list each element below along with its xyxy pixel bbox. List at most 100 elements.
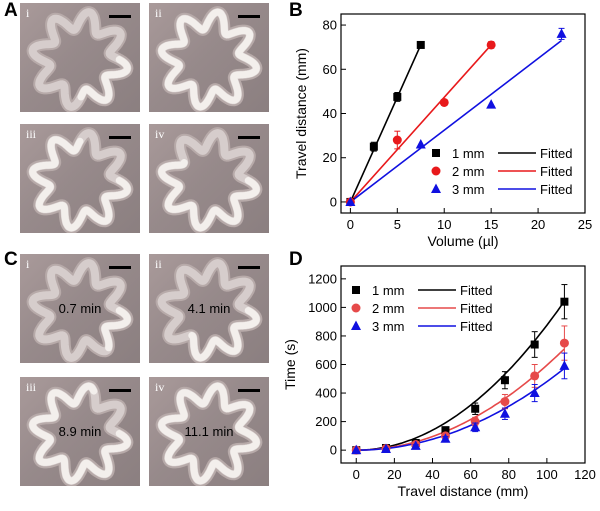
- y-tick-label: 1000: [308, 300, 337, 315]
- x-tick-label: 20: [531, 217, 545, 232]
- channel-liquid: [158, 382, 260, 485]
- legend-fit-label: Fitted: [540, 182, 573, 197]
- elapsed-time-label: 11.1 min: [184, 424, 234, 439]
- photo-sublabel: iv: [155, 127, 165, 141]
- fitted-line: [349, 44, 492, 203]
- chart-panel-d: 0 20 40 60 80 100 120020040060080010001200Trav…: [282, 265, 596, 499]
- panel-letter-c: C: [4, 249, 18, 270]
- data-point: [486, 40, 496, 50]
- x-tick-label: 15: [484, 217, 498, 232]
- y-tick-label: 20: [323, 150, 337, 165]
- data-point: [439, 97, 449, 107]
- scale-bar: [109, 389, 131, 392]
- channel-ring-icon: [155, 257, 263, 363]
- data-point: [369, 142, 378, 151]
- data-point: [529, 387, 540, 398]
- data-point: [560, 297, 569, 306]
- x-tick-label: 10: [437, 217, 451, 232]
- elapsed-time-label: 0.7 min: [58, 301, 102, 316]
- data-point: [559, 338, 569, 348]
- photo-c-ii: ii 4.1 min: [149, 254, 269, 363]
- y-axis-label: Travel distance (mm): [293, 48, 309, 179]
- legend-fit-label: Fitted: [460, 283, 493, 298]
- chart-panel-b: 0 5 10 15 20 25 0 20 40 60 80 Volume (µl) Travel dis…: [293, 13, 592, 249]
- scale-bar: [109, 15, 131, 18]
- channel-liquid: [158, 8, 260, 111]
- x-tick-label: 5: [394, 217, 401, 232]
- data-point: [415, 138, 426, 149]
- photo-c-iii: iii 8.9 min: [20, 377, 140, 486]
- y-tick-label: 800: [315, 328, 337, 343]
- legend-fit-label: Fitted: [460, 301, 493, 316]
- data-point: [351, 303, 361, 313]
- data-point: [470, 417, 480, 427]
- data-point: [470, 421, 481, 432]
- channel-liquid: [188, 307, 260, 362]
- channel-ring-icon: [155, 380, 263, 486]
- y-tick-label: 40: [323, 106, 337, 121]
- fitted-line: [349, 39, 563, 203]
- y-tick-label: 0: [330, 194, 337, 209]
- legend-series-label: 3 mm: [452, 182, 485, 197]
- channel-ring-icon: [26, 6, 134, 112]
- x-axis-label: Travel distance (mm): [398, 483, 529, 499]
- y-tick-label: 200: [315, 414, 337, 429]
- legend-fit-label: Fitted: [540, 164, 573, 179]
- data-point: [410, 440, 421, 450]
- photo-sublabel: iii: [26, 380, 37, 394]
- photo-sublabel: iii: [26, 127, 37, 141]
- data-point: [500, 397, 510, 407]
- photo-c-iv: iv 11.1 min: [149, 377, 269, 486]
- y-tick-label: 60: [323, 62, 337, 77]
- scale-bar: [238, 389, 260, 392]
- fitted-line: [356, 300, 566, 451]
- photo-c-i: i 0.7 min: [20, 254, 140, 363]
- data-point: [351, 444, 362, 455]
- x-tick-label: 60: [463, 467, 477, 482]
- elapsed-time-label: 4.1 min: [187, 301, 231, 316]
- photo-a-iii: iii: [20, 124, 140, 233]
- elapsed-time-label: 8.9 min: [58, 424, 102, 439]
- channel-liquid: [29, 382, 131, 485]
- legend-series-label: 2 mm: [372, 301, 405, 316]
- data-point: [530, 371, 540, 381]
- channel-body: [28, 259, 132, 362]
- y-tick-label: 80: [323, 18, 337, 33]
- scale-bar: [238, 266, 260, 269]
- data-point: [431, 183, 441, 193]
- scale-bar: [238, 15, 260, 18]
- data-point: [556, 28, 567, 38]
- fitted-line: [356, 367, 565, 451]
- channel-ring-icon: [155, 6, 263, 112]
- x-tick-label: 0: [353, 467, 360, 482]
- fitted-line: [349, 44, 422, 203]
- channel-ring-icon: [26, 380, 134, 486]
- channel-ring-icon: [155, 127, 263, 233]
- data-point: [441, 426, 450, 435]
- legend-series-label: 1 mm: [452, 146, 485, 161]
- data-point: [432, 149, 440, 157]
- data-point: [530, 340, 539, 349]
- photo-sublabel: iv: [155, 380, 165, 394]
- channel-ring-icon: [26, 127, 134, 233]
- data-point: [499, 408, 510, 418]
- data-point: [393, 92, 402, 101]
- data-point: [559, 360, 570, 370]
- x-tick-label: 25: [578, 217, 592, 232]
- scale-bar: [109, 266, 131, 269]
- x-axis-label: Volume (µl): [427, 233, 498, 249]
- y-tick-label: 400: [315, 386, 337, 401]
- data-point: [345, 196, 356, 206]
- y-tick-label: 600: [315, 357, 337, 372]
- x-tick-label: 0: [347, 217, 354, 232]
- channel-liquid: [77, 56, 131, 104]
- x-tick-label: 40: [425, 467, 439, 482]
- x-tick-label: 120: [574, 467, 596, 482]
- data-point: [440, 433, 451, 443]
- photo-sublabel: i: [26, 6, 30, 20]
- panel-letter-a: A: [4, 0, 18, 21]
- photo-a-i: i: [20, 3, 140, 112]
- legend: 1 mm Fitted 2 mm Fitted 3 mm Fitted: [431, 146, 573, 197]
- photo-sublabel: ii: [155, 6, 162, 20]
